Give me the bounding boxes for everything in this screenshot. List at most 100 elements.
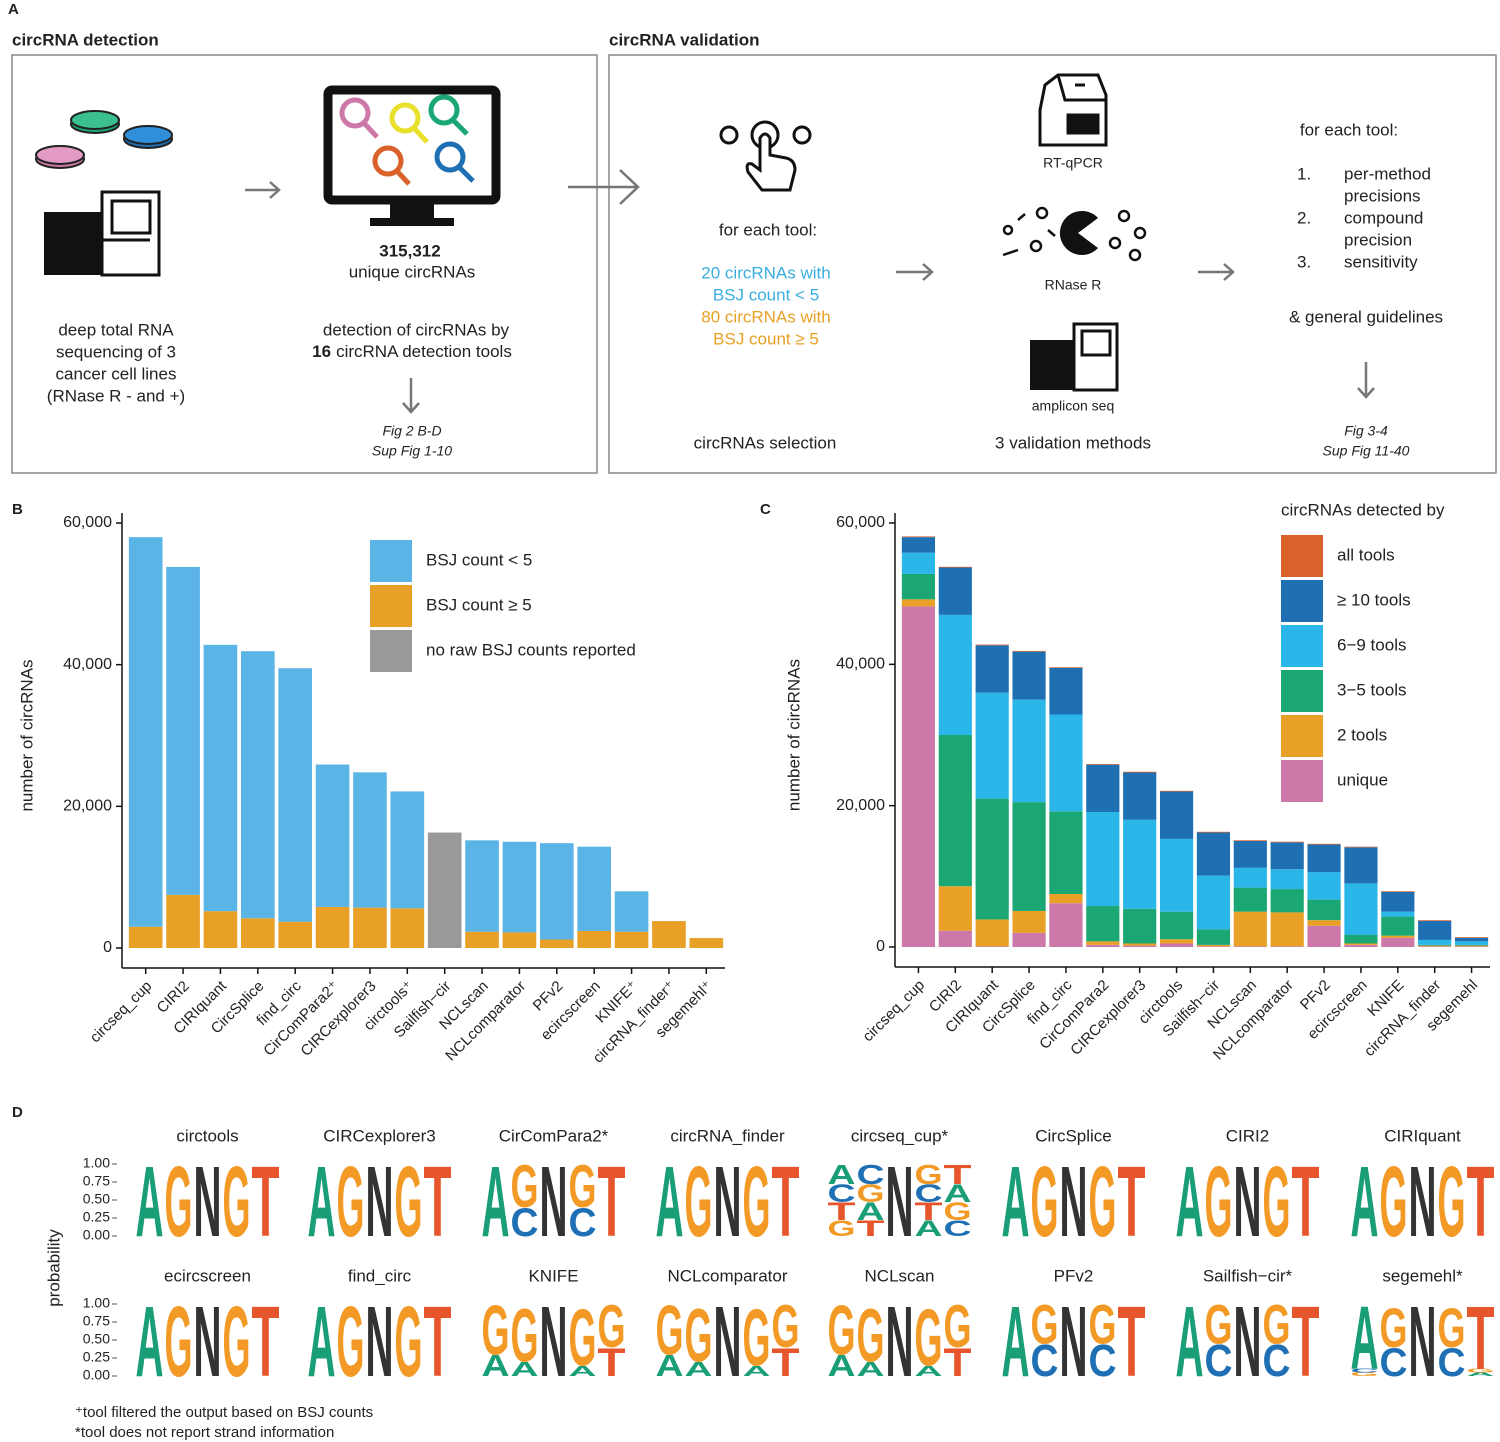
logo-letter: G	[569, 1293, 597, 1383]
bar-segment	[390, 791, 425, 909]
monitor-icon	[323, 85, 501, 226]
legend-label: 3−5 tools	[1337, 680, 1406, 699]
bar-segment	[1454, 937, 1489, 938]
label: per-method	[1344, 164, 1431, 183]
logo-letter: G	[223, 1146, 251, 1258]
logo-letter: G	[1031, 1146, 1059, 1258]
logo-letter: G	[337, 1146, 365, 1258]
logo-letter: N	[1234, 1286, 1262, 1398]
logo-letter: G	[1205, 1294, 1233, 1356]
logo-letter: C	[1380, 1340, 1408, 1385]
bar-segment	[1012, 650, 1046, 652]
logo-letter: N	[1060, 1286, 1088, 1398]
bar-segment	[1049, 894, 1083, 904]
heading: circRNA detection	[12, 30, 159, 49]
x-tick-label: circseq_cup	[859, 977, 928, 1046]
label: Sup Fig 11-40	[1323, 443, 1410, 459]
bar-segment	[1196, 831, 1231, 833]
y-axis-label: number of circRNAs	[784, 659, 803, 811]
y-tick-label: 20,000	[63, 798, 112, 815]
bar-segment	[128, 537, 163, 927]
logo-letter: N	[540, 1146, 568, 1258]
logo-letter: N	[540, 1286, 568, 1398]
logo-letter: N	[194, 1146, 222, 1258]
logo-letter: G	[511, 1153, 539, 1220]
label: 3.	[1297, 252, 1311, 271]
logo-letter: N	[366, 1146, 394, 1258]
label: Fig 3-4	[1344, 423, 1388, 439]
logo-title: NCLcomparator	[668, 1266, 788, 1285]
heading: circRNA validation	[609, 30, 760, 49]
bar-segment	[1196, 832, 1231, 876]
bar-segment	[1012, 910, 1046, 933]
bar-segment	[975, 798, 1009, 920]
legend-label: BSJ count < 5	[426, 550, 532, 569]
logo-letter: A	[569, 1363, 597, 1380]
bar-segment	[1012, 651, 1046, 700]
bar-segment	[1159, 838, 1194, 912]
bar-segment	[1086, 941, 1120, 945]
bar-segment	[539, 843, 574, 940]
logo-letter: G	[1438, 1298, 1466, 1360]
rnase-icon	[1002, 206, 1147, 262]
footnote: *tool does not report strand information	[75, 1424, 334, 1441]
y-tick-label: 0.25	[83, 1349, 110, 1365]
y-tick-label: 0.00	[83, 1227, 110, 1243]
bar-segment	[901, 573, 936, 600]
logo-letter: A	[828, 1349, 856, 1383]
bar-segment	[901, 606, 936, 947]
logo-letter: A	[136, 1146, 164, 1258]
bar-segment	[128, 926, 163, 948]
legend-swatch	[370, 540, 412, 582]
bar-segment	[278, 668, 313, 922]
logo-letter: N	[886, 1146, 914, 1258]
logo-title: circRNA_finder	[670, 1126, 785, 1145]
bar-segment	[577, 846, 612, 931]
bar-segment	[652, 921, 686, 948]
label: 20 circRNAs with	[701, 263, 830, 282]
y-tick-label: 60,000	[836, 514, 885, 531]
logo-letter: T	[772, 1146, 800, 1258]
logo-letter: N	[1060, 1146, 1088, 1258]
bar-segment	[1086, 906, 1120, 942]
logo-letter: A	[1351, 1146, 1379, 1258]
bar-segment	[901, 552, 936, 574]
logo-letter: G	[1205, 1146, 1233, 1258]
label: circRNA detection tools	[336, 342, 512, 361]
bar-segment	[1454, 946, 1489, 947]
label: 2.	[1297, 208, 1311, 227]
logo-letter: N	[886, 1286, 914, 1398]
y-tick-label: 0	[876, 938, 885, 955]
bar-segment	[577, 931, 612, 948]
label: & general guidelines	[1289, 307, 1443, 326]
bar-segment	[203, 644, 238, 912]
bar-segment	[427, 832, 462, 948]
logo-letter: T	[252, 1146, 280, 1258]
logo-letter: T	[828, 1198, 856, 1226]
logo-letter: G	[743, 1293, 771, 1383]
bar-segment	[390, 908, 425, 948]
bar-segment	[1049, 903, 1083, 947]
bar-segment	[1307, 843, 1341, 845]
bar-segment	[938, 614, 972, 735]
logo-title: ecircscreen	[164, 1266, 251, 1285]
logo-letter: G	[1351, 1372, 1379, 1378]
logo-letter: C	[1205, 1336, 1233, 1386]
logo-letter: A	[685, 1358, 713, 1380]
bar-segment	[1418, 944, 1452, 946]
validation-box	[608, 54, 1497, 474]
logo-letter: G	[395, 1146, 423, 1258]
logo-letter: G	[598, 1293, 626, 1360]
label: detection of circRNAs by	[323, 320, 510, 339]
panel-label: D	[12, 1104, 23, 1121]
bar-segment	[1196, 875, 1231, 930]
legend-label: unique	[1337, 770, 1388, 789]
logo-letter: A	[857, 1358, 885, 1380]
bar-segment	[240, 918, 275, 948]
selection-icon	[719, 120, 812, 192]
label: 315,312	[379, 241, 440, 260]
logo-title: KNIFE	[528, 1266, 578, 1285]
logo-title: CIRCexplorer3	[323, 1126, 435, 1145]
logo-letter: A	[656, 1349, 684, 1383]
